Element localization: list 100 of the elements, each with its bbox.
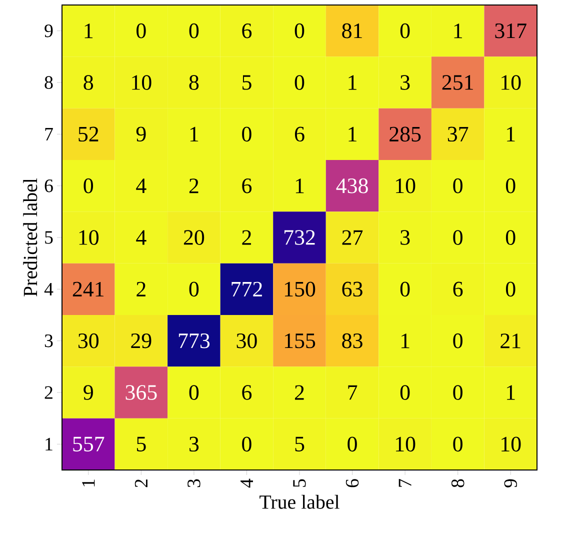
data-label: 8 <box>84 75 94 90</box>
data-label: 27 <box>342 230 363 245</box>
data-label: 0 <box>189 385 199 400</box>
data-label: 0 <box>294 75 304 90</box>
x-tick-label: 7 <box>398 479 412 487</box>
data-label: 6 <box>242 23 252 38</box>
data-label: 155 <box>284 333 316 348</box>
data-label: 732 <box>284 230 315 245</box>
y-tick-label: 9 <box>44 24 53 38</box>
x-tick-label: 5 <box>293 479 306 487</box>
data-label: 1 <box>507 126 515 142</box>
data-label: 1 <box>348 126 356 142</box>
data-label: 0 <box>453 385 462 400</box>
data-label: 6 <box>242 385 252 400</box>
data-label: 0 <box>294 23 304 38</box>
data-label: 0 <box>506 282 516 297</box>
data-label: 20 <box>184 230 204 245</box>
data-label: 2 <box>242 230 251 245</box>
data-label: 1 <box>454 24 462 38</box>
data-label: 150 <box>284 282 316 297</box>
data-label: 8 <box>189 75 199 90</box>
data-label: 30 <box>78 333 99 348</box>
data-label: 438 <box>336 178 368 194</box>
data-label: 1 <box>348 75 356 90</box>
data-label: 10 <box>79 230 99 245</box>
data-label: 0 <box>506 230 516 245</box>
data-label: 241 <box>72 282 104 296</box>
data-label: 2 <box>294 385 304 400</box>
data-label: 0 <box>506 178 516 194</box>
data-label: 0 <box>453 436 462 452</box>
y-tick-label: 8 <box>44 76 53 89</box>
data-label: 0 <box>400 385 410 400</box>
data-label: 9 <box>84 385 93 400</box>
data-label: 1 <box>402 334 410 348</box>
y-tick-label: 6 <box>44 179 53 192</box>
y-tick-label: 7 <box>45 128 53 140</box>
data-label: 10 <box>502 436 521 452</box>
data-label: 6 <box>294 126 304 142</box>
data-label: 1 <box>190 126 198 142</box>
data-label: 29 <box>131 333 152 348</box>
data-label: 0 <box>400 23 410 38</box>
data-label: 10 <box>132 75 152 90</box>
data-label: 0 <box>84 178 94 194</box>
data-label: 10 <box>396 436 416 452</box>
data-label: 0 <box>189 282 199 297</box>
y-tick-label: 3 <box>44 334 53 348</box>
data-label: 10 <box>502 75 521 90</box>
data-label: 2 <box>136 282 146 296</box>
data-label: 10 <box>396 178 416 194</box>
data-label: 4 <box>136 230 146 245</box>
data-label: 4 <box>136 178 146 194</box>
data-label: 0 <box>453 230 462 245</box>
data-label: 3 <box>400 230 410 245</box>
data-label: 5 <box>242 75 252 90</box>
x-tick-label: 8 <box>451 479 464 488</box>
data-label: 1 <box>507 385 515 400</box>
data-label: 1 <box>296 178 304 194</box>
data-label: 30 <box>236 333 257 348</box>
data-label: 0 <box>242 436 252 452</box>
x-axis-title: True label <box>260 494 340 509</box>
x-tick-label: 3 <box>188 479 200 488</box>
y-tick-label: 5 <box>45 231 53 244</box>
data-label: 7 <box>348 385 358 400</box>
data-label: 5 <box>295 436 304 452</box>
data-label: 5 <box>136 436 146 452</box>
data-label: 317 <box>495 23 526 38</box>
data-label: 63 <box>342 282 362 297</box>
data-label: 0 <box>189 23 199 38</box>
y-tick-label: 1 <box>46 438 52 450</box>
data-label: 2 <box>189 178 198 194</box>
data-label: 37 <box>448 126 468 142</box>
x-tick-label: 4 <box>240 478 253 488</box>
data-label: 557 <box>73 436 104 452</box>
data-label: 6 <box>453 282 463 297</box>
y-axis-title: Predicted label <box>23 178 38 296</box>
data-label: 9 <box>136 126 146 142</box>
data-label: 0 <box>400 282 410 297</box>
data-label: 1 <box>84 24 93 38</box>
x-tick-label: 2 <box>134 480 148 488</box>
y-tick-label: 4 <box>44 282 54 296</box>
data-label: 6 <box>242 178 252 194</box>
data-label: 3 <box>190 436 199 452</box>
data-label: 3 <box>400 75 410 90</box>
y-tick-label: 2 <box>44 386 52 399</box>
x-tick-label: 1 <box>82 480 95 486</box>
data-label: 0 <box>453 333 462 348</box>
data-label: 0 <box>348 436 357 452</box>
data-label: 83 <box>342 333 362 348</box>
data-label: 365 <box>126 385 157 400</box>
x-tick-label: 9 <box>504 479 517 488</box>
data-label: 0 <box>242 126 252 142</box>
data-label: 0 <box>453 178 462 194</box>
data-label: 772 <box>232 282 262 296</box>
data-label: 52 <box>78 126 98 142</box>
data-label: 81 <box>342 23 362 38</box>
x-tick-label: 6 <box>346 479 359 488</box>
data-label: 251 <box>442 75 473 90</box>
data-label: 285 <box>390 126 421 142</box>
data-label: 0 <box>136 23 146 38</box>
data-label: 773 <box>178 333 210 348</box>
